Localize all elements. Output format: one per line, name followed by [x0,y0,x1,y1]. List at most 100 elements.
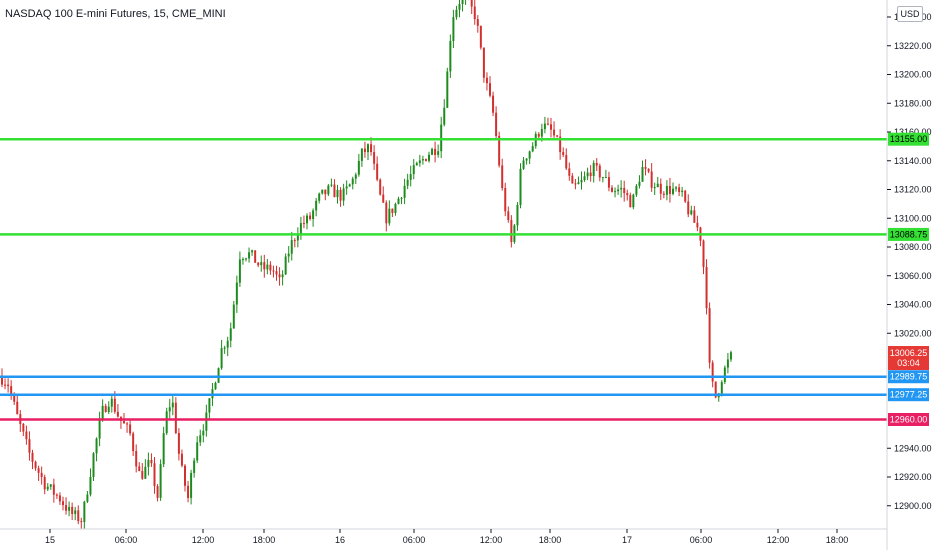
candle-up [95,438,98,454]
countdown-label: 03:04 [897,358,920,368]
price-tick-label: 13140.00 [894,156,932,166]
time-tick-label: 15 [45,535,55,545]
candle-down [382,194,385,203]
candle-up [428,154,430,161]
candle-down [1,376,3,385]
candle-down [565,154,568,169]
candle-up [287,253,290,257]
candle-up [415,163,418,166]
candle-down [4,384,7,386]
candle-down [482,47,485,78]
candle-down [626,193,629,196]
candle-down [80,521,83,523]
candle-up [672,188,674,194]
candle-down [595,162,598,166]
candle-down [668,186,671,194]
candle-up [577,182,580,185]
price-tick-label: 12920.00 [894,472,932,482]
level-tag [888,370,929,384]
candle-down [272,270,275,272]
candle-up [357,160,360,175]
candle-down [293,240,296,242]
candle-down [116,411,119,417]
candle-down [504,188,507,212]
candle-down [705,266,708,309]
candle-up [620,187,623,190]
price-tags-layer: 13155.00 13088.75 12989.75 12977.25 12960.00… [888,132,929,426]
candle-down [629,195,632,208]
candle-up [388,208,391,224]
candle-down [607,177,610,188]
candle-up [531,146,534,152]
price-tick-label: 13180.00 [894,98,932,108]
candle-up [223,347,226,349]
candle-up [318,193,321,201]
candle-down [153,463,156,487]
candle-up [296,235,299,241]
candle-down [126,423,129,425]
candle-up [440,124,443,152]
candle-down [379,179,382,195]
candle-down [550,124,552,130]
candle-down [132,433,135,452]
candle-up [604,177,607,179]
candle-up [159,464,162,498]
last-price-label: 13006.25 [890,348,928,358]
candle-down [37,468,40,473]
candle-up [397,198,400,204]
candle-up [306,215,308,224]
candle-up [98,419,101,439]
candle-down [16,401,19,415]
candle-up [586,172,589,177]
candle-up [522,160,525,169]
price-tick-label: 13060.00 [894,271,932,281]
candle-up [147,459,150,467]
candle-up [312,210,315,219]
last-price-tag [888,346,929,371]
candle-down [150,459,153,464]
candle-down [559,136,562,153]
time-tick-label: 17 [622,535,632,545]
candle-down [537,133,540,137]
candle-up [229,328,232,341]
candle-down [184,465,186,486]
candle-up [580,180,583,183]
candle-down [156,486,159,498]
candle-up [107,406,110,412]
candle-up [446,71,449,108]
candle-up [452,17,455,41]
candle-down [28,439,31,453]
candle-up [675,187,678,189]
price-tick-label: 13100.00 [894,213,932,223]
candle-up [403,185,406,198]
level-tag-label: 12960.00 [890,415,928,425]
currency-button[interactable]: USD [897,6,923,22]
candle-up [641,167,644,182]
candle-up [516,204,519,226]
price-tick-label: 13120.00 [894,185,932,195]
candle-up [412,165,415,175]
candle-down [553,129,556,136]
candle-down [370,144,373,153]
candle-up [83,501,86,522]
candle-down [659,183,662,194]
candle-down [507,211,510,221]
candle-up [199,435,202,443]
candle-down [302,223,305,225]
candle-up [89,476,92,495]
candle-up [632,194,635,208]
candle-up [455,9,458,18]
candle-up [86,494,89,502]
candle-up [220,348,223,369]
candle-up [360,148,363,161]
candle-down [263,262,266,270]
candle-up [601,177,604,179]
candle-up [327,185,330,195]
candle-down [180,453,183,466]
candle-down [333,184,336,198]
candle-up [354,174,357,179]
time-tick-label: 06:00 [115,535,138,545]
candle-down [495,112,498,136]
